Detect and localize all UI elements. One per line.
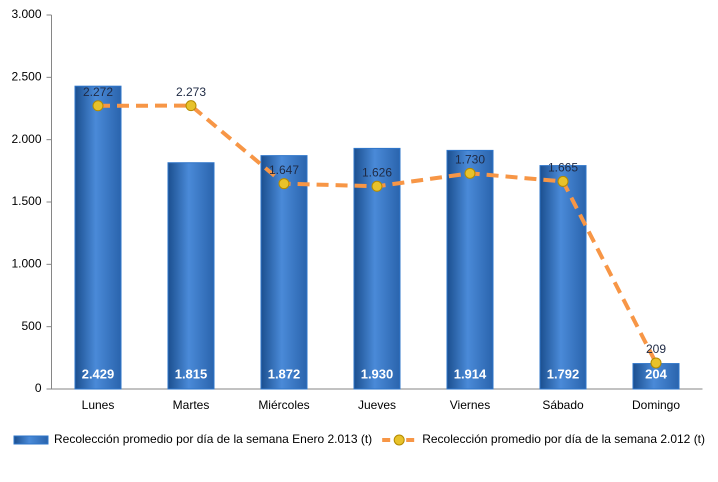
bar-value-label: 1.930 bbox=[361, 366, 394, 381]
line-value-label: 2.273 bbox=[176, 85, 206, 99]
line-marker bbox=[92, 100, 104, 112]
line-value-label: 2.272 bbox=[83, 85, 113, 99]
legend-label: Recolección promedio por día de la seman… bbox=[422, 432, 705, 446]
bar bbox=[260, 155, 308, 390]
line-marker bbox=[371, 180, 383, 192]
y-tick-label: 2.000 bbox=[11, 132, 41, 146]
x-tick-label: Jueves bbox=[358, 398, 396, 412]
bar-value-label: 1.792 bbox=[547, 366, 580, 381]
bar bbox=[167, 162, 215, 390]
bar-value-label: 1.815 bbox=[175, 366, 208, 381]
line-value-label: 1.626 bbox=[362, 165, 392, 179]
line-marker bbox=[557, 175, 569, 187]
y-tick-label: 2.500 bbox=[11, 70, 41, 84]
line-marker bbox=[650, 357, 662, 369]
y-tick-label: 0 bbox=[35, 381, 42, 395]
x-tick-label: Miércoles bbox=[258, 398, 309, 412]
line-value-label: 1.730 bbox=[455, 152, 485, 166]
x-tick-label: Lunes bbox=[82, 398, 115, 412]
line-value-label: 1.665 bbox=[548, 161, 578, 175]
legend-swatch bbox=[13, 435, 49, 445]
line-marker bbox=[464, 167, 476, 179]
x-tick-label: Viernes bbox=[450, 398, 490, 412]
bar-value-label: 204 bbox=[645, 366, 667, 381]
bar-value-label: 1.914 bbox=[454, 366, 487, 381]
y-tick-label: 1.000 bbox=[11, 257, 41, 271]
bar bbox=[74, 85, 122, 390]
line-marker bbox=[278, 178, 290, 190]
bar bbox=[446, 149, 494, 390]
legend-label: Recolección promedio por día de la seman… bbox=[54, 432, 372, 446]
line-marker bbox=[185, 100, 197, 112]
line-value-label: 209 bbox=[646, 342, 666, 356]
y-tick-label: 1.500 bbox=[11, 194, 41, 208]
bar bbox=[539, 165, 587, 390]
line-value-label: 1.647 bbox=[269, 163, 299, 177]
y-tick-label: 500 bbox=[21, 319, 41, 333]
x-tick-label: Martes bbox=[173, 398, 210, 412]
legend-marker bbox=[393, 434, 405, 446]
bar-value-label: 1.872 bbox=[268, 366, 301, 381]
x-tick-label: Domingo bbox=[632, 398, 680, 412]
x-tick-label: Sábado bbox=[542, 398, 584, 412]
bar-value-label: 2.429 bbox=[82, 366, 115, 381]
y-tick-label: 3.000 bbox=[11, 7, 41, 21]
